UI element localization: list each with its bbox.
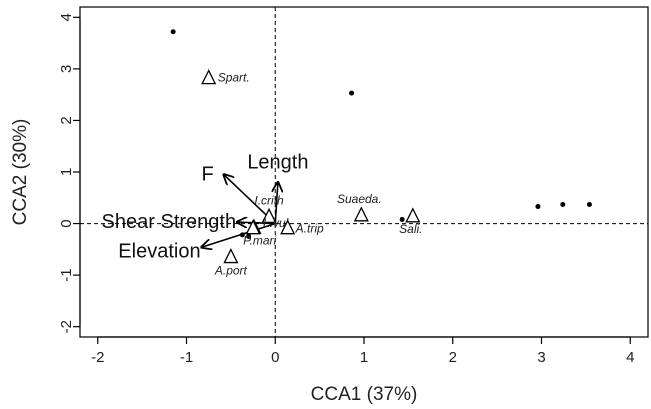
species-points: Spart. I.crith L.vul A.trip P.mari A.port Suae… <box>201 69 422 278</box>
env-vector-label: F <box>202 164 214 186</box>
site-point <box>239 232 245 238</box>
site-point <box>560 201 566 207</box>
env-vector-arrow <box>275 182 278 224</box>
site-point <box>349 90 355 96</box>
site-point <box>246 233 252 239</box>
site-point <box>586 201 592 207</box>
x-tick-label: 1 <box>360 349 368 366</box>
species-label: I.crith <box>254 193 284 207</box>
env-vector-label: Length <box>247 151 308 173</box>
site-point <box>170 29 176 35</box>
reference-lines <box>80 7 648 337</box>
species-triangle <box>223 248 239 264</box>
x-tick-label: 3 <box>537 349 545 366</box>
y-axis-title: CCA2 (30%) <box>10 119 31 226</box>
x-tick-label: -1 <box>180 349 193 366</box>
y-tick-label: -2 <box>58 320 75 333</box>
species-triangle <box>245 219 261 235</box>
species-label: Suaeda. <box>337 192 382 206</box>
x-axis: -2 -1 0 1 2 3 4 <box>91 336 634 366</box>
species-triangle <box>201 69 217 85</box>
species-triangle <box>405 207 421 223</box>
env-vectors: Length F Shear Strength Elevation <box>102 151 309 262</box>
species-label: P.mari <box>243 234 276 248</box>
site-point <box>535 204 541 210</box>
env-vector-arrow <box>202 222 276 248</box>
x-tick-label: 4 <box>626 349 634 366</box>
x-tick-label: 0 <box>271 349 279 366</box>
y-tick-label: 2 <box>58 116 75 124</box>
species-label: Spart. <box>218 71 250 85</box>
x-tick-label: -2 <box>91 349 104 366</box>
env-vector-arrow <box>237 222 276 224</box>
species-triangle <box>261 207 277 223</box>
species-triangle <box>353 206 369 222</box>
env-vector-label: Elevation <box>118 240 200 262</box>
species-triangle <box>280 219 296 235</box>
y-axis: -2 -1 0 1 2 3 4 <box>58 13 81 333</box>
y-tick-label: -1 <box>58 268 75 281</box>
species-label: A.port <box>214 264 248 278</box>
x-tick-label: 2 <box>449 349 457 366</box>
species-label: A.trip <box>295 222 324 236</box>
x-axis-title: CCA1 (37%) <box>311 384 418 405</box>
species-label: Sali. <box>399 222 422 236</box>
y-tick-label: 3 <box>58 65 75 73</box>
y-tick-label: 0 <box>58 219 75 227</box>
species-label: L.vul <box>263 216 289 230</box>
y-tick-label: 4 <box>58 13 75 21</box>
env-vector-label: Shear Strength <box>102 211 237 233</box>
site-points <box>170 29 592 239</box>
site-point <box>399 216 405 222</box>
y-tick-label: 1 <box>58 168 75 176</box>
plot-frame <box>79 6 649 338</box>
